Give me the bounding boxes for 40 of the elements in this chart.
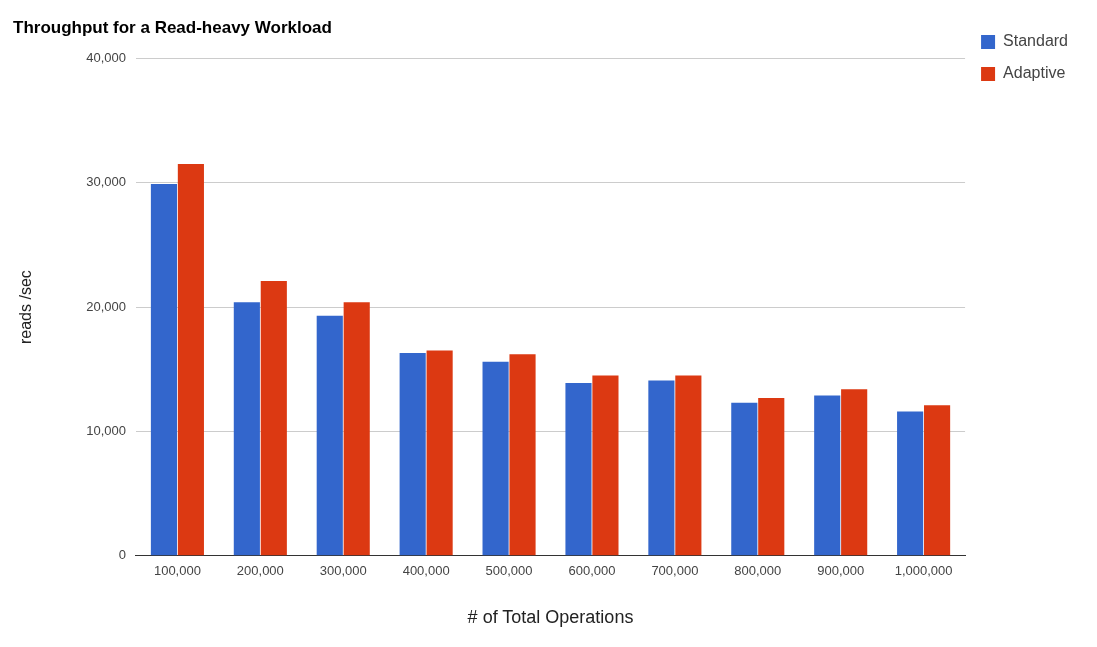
y-axis-title: reads /sec <box>17 270 35 345</box>
x-axis-title: # of Total Operations <box>467 607 634 628</box>
x-tick-label: 900,000 <box>817 563 865 579</box>
x-tick-label: 500,000 <box>485 563 533 579</box>
bar <box>177 164 204 556</box>
x-tick-label: 700,000 <box>651 563 699 579</box>
bar <box>841 389 868 556</box>
bar <box>897 411 924 556</box>
bar <box>565 382 592 556</box>
legend-label: Standard <box>1003 32 1068 50</box>
bar <box>814 395 841 556</box>
bar <box>482 361 509 556</box>
bar <box>150 183 178 556</box>
bar <box>316 315 343 556</box>
bar <box>233 302 260 556</box>
x-tick-label: 600,000 <box>568 563 616 579</box>
bar <box>758 397 785 556</box>
bar <box>343 302 370 556</box>
x-tick-label: 300,000 <box>319 563 367 579</box>
x-tick-label: 1,000,000 <box>894 563 953 579</box>
x-tick-label: 800,000 <box>734 563 782 579</box>
y-tick-label: 20,000 <box>86 298 126 314</box>
y-tick-label: 0 <box>118 547 126 563</box>
bar <box>675 375 702 556</box>
chart-title: Throughput for a Read-heavy Workload <box>13 17 332 37</box>
legend-label: Adaptive <box>1003 64 1066 82</box>
y-tick-label: 40,000 <box>86 49 126 65</box>
bar <box>648 380 675 556</box>
bar <box>426 350 453 556</box>
y-tick-label: 10,000 <box>86 423 126 439</box>
x-tick-label: 100,000 <box>153 563 201 579</box>
bar <box>509 354 536 556</box>
bar <box>924 405 951 556</box>
y-tick-label: 30,000 <box>86 174 126 190</box>
bar <box>731 402 758 556</box>
x-tick-label: 400,000 <box>402 563 450 579</box>
bar <box>399 353 426 556</box>
x-tick-label: 200,000 <box>236 563 284 579</box>
bar <box>592 375 619 556</box>
bar <box>260 280 287 556</box>
